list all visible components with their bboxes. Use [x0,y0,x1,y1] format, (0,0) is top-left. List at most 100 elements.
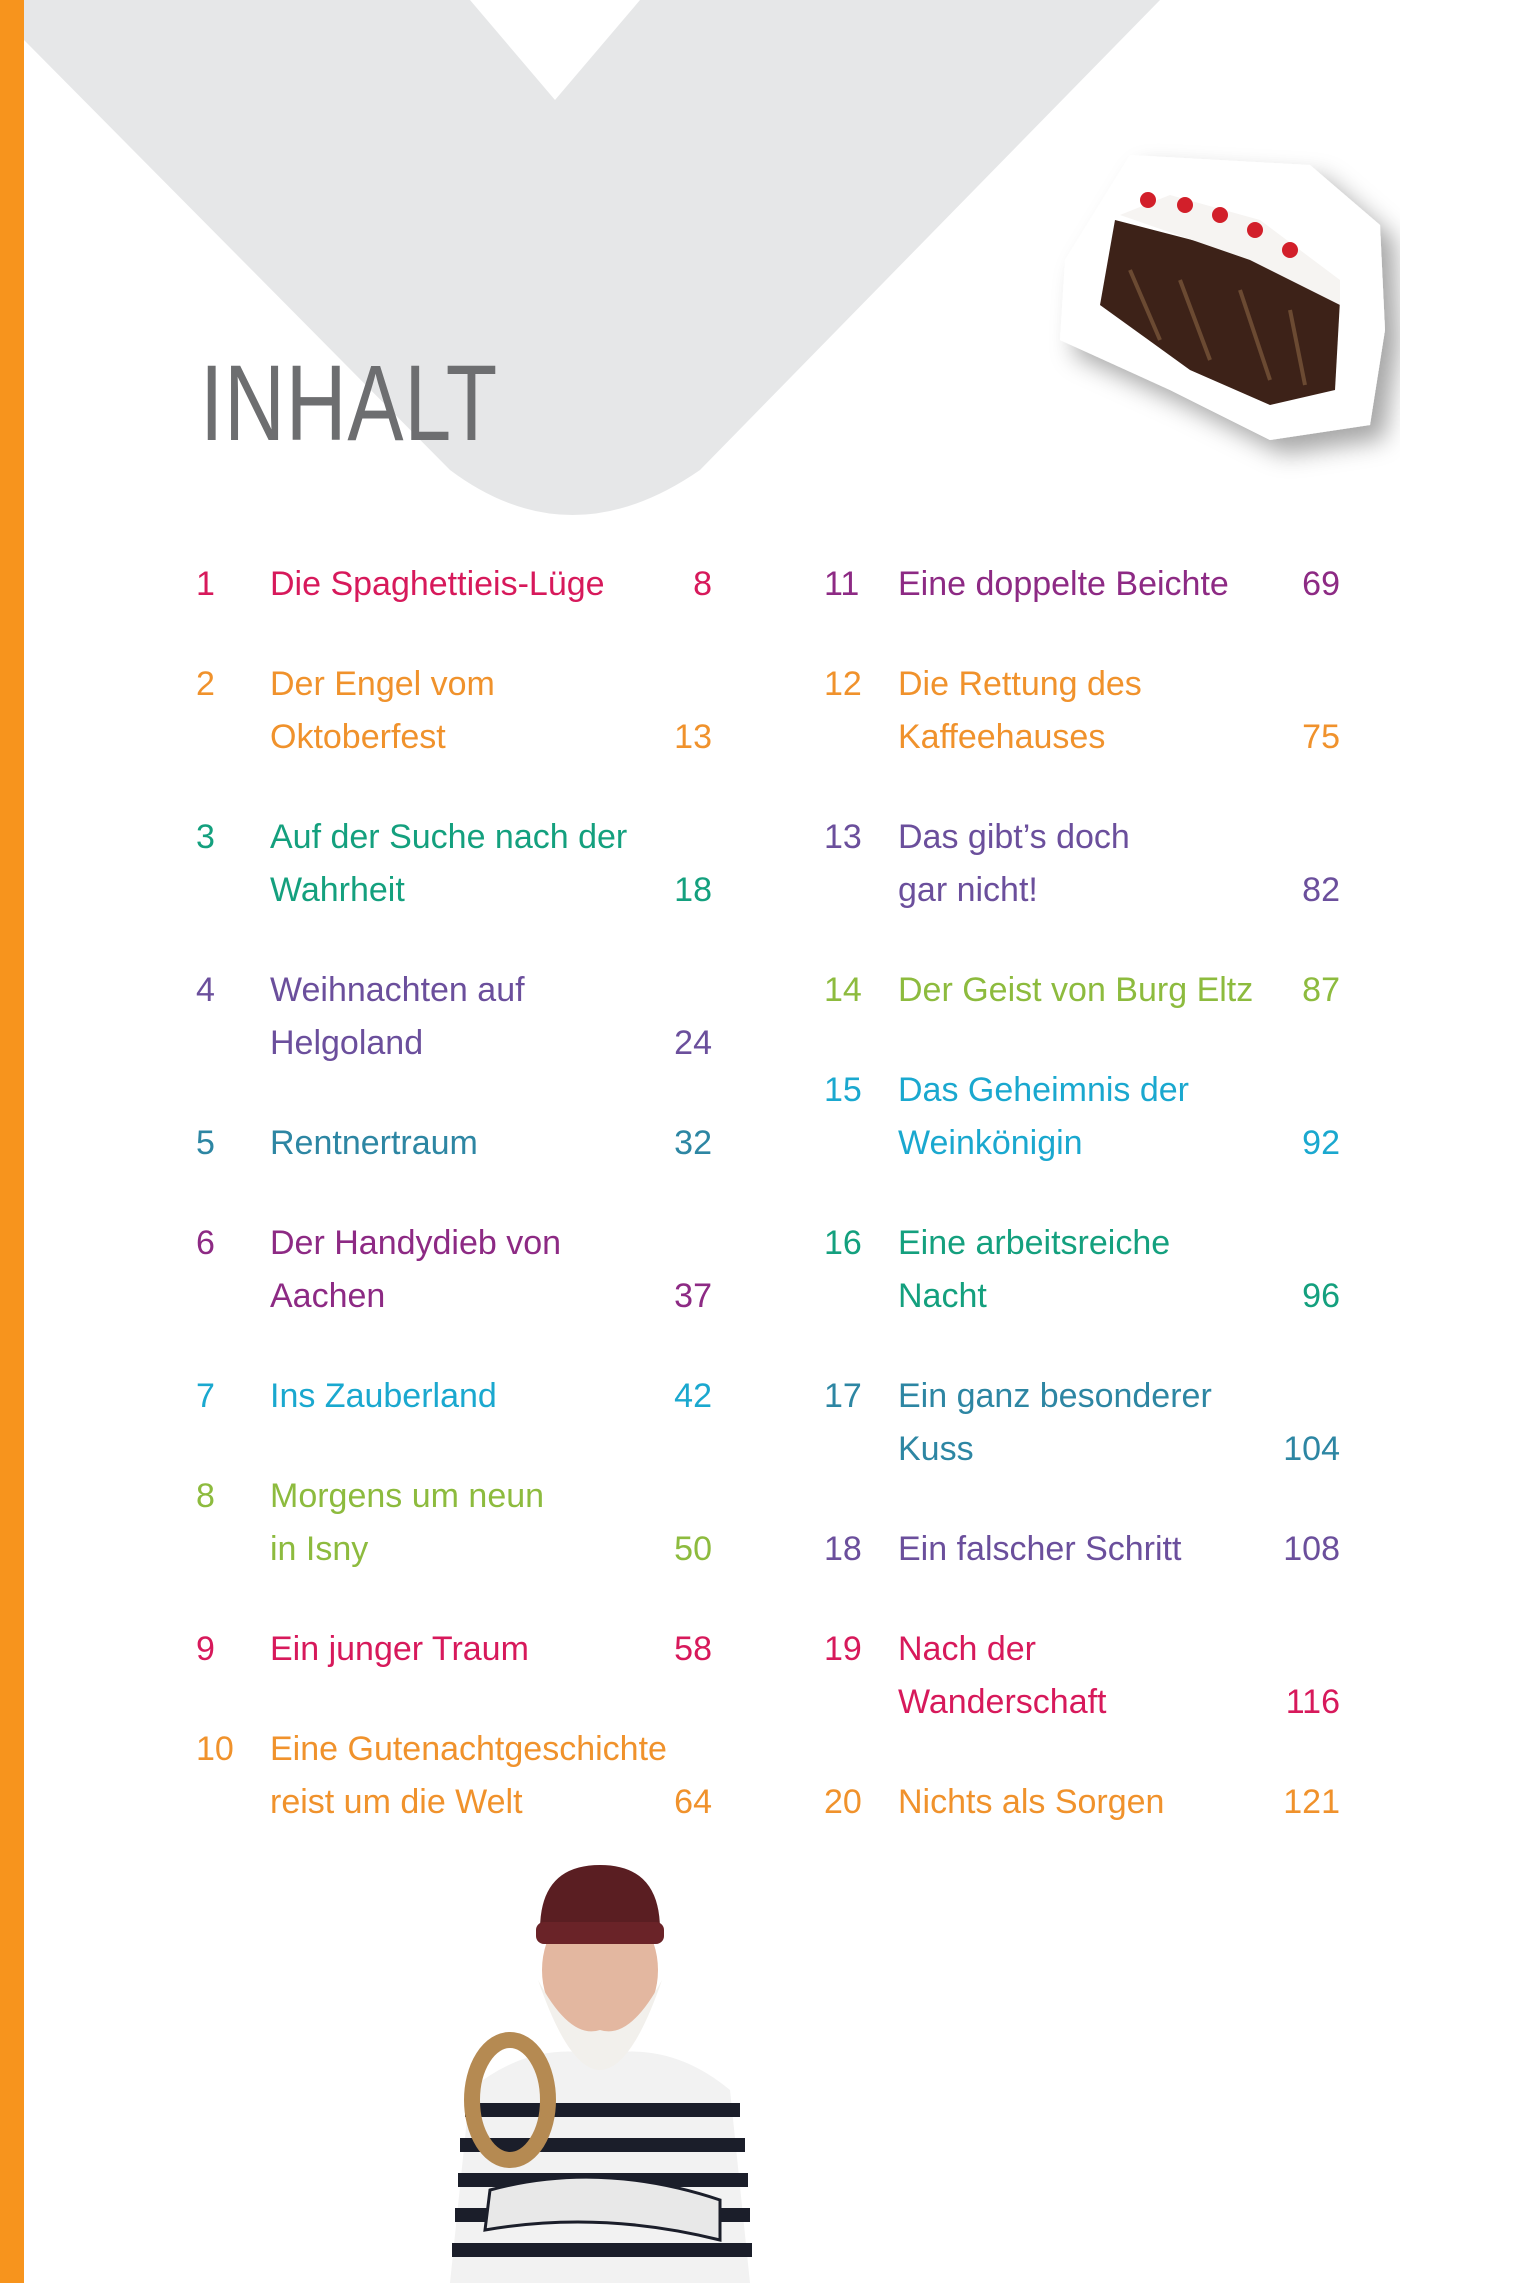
chapter-title: Der Geist von Burg Eltz [898,964,1340,1017]
toc-entry[interactable]: 12 Die Rettung des Kaffeehauses 75 [824,658,1340,764]
chapter-title: Nichts als Sorgen [898,1776,1340,1829]
chapter-title-line: gar nicht! [898,871,1038,909]
page-title: INHALT [200,342,499,464]
chapter-number: 9 [196,1630,215,1668]
chapter-title: Auf der Suche nach der Wahrheit [270,811,712,917]
chapter-title-line: Der Engel vom [270,665,495,703]
chapter-title-line: Ein junger Traum [270,1630,529,1668]
chapter-title: Rentnertraum [270,1117,712,1170]
chapter-title: Ins Zauberland [270,1370,712,1423]
chapter-number: 14 [824,971,862,1009]
chapter-title-line: Kaffeehauses [898,718,1106,756]
chapter-title-line: Morgens um neun [270,1477,545,1515]
page-number: 18 [674,871,712,909]
toc-entry[interactable]: 4 Weihnachten auf Helgoland 24 [196,964,712,1070]
toc-entry[interactable]: 19 Nach der Wanderschaft 116 [824,1623,1340,1729]
chapter-number: 8 [196,1477,215,1515]
chapter-number: 13 [824,818,862,856]
chapter-title-line: Eine doppelte Beichte [898,565,1229,603]
toc-entry[interactable]: 14 Der Geist von Burg Eltz 87 [824,964,1340,1017]
chapter-number: 20 [824,1783,862,1821]
chapter-title-line: Der Handydieb von [270,1224,562,1262]
toc-entry[interactable]: 15 Das Geheimnis der Weinkönigin 92 [824,1064,1340,1170]
chapter-number: 19 [824,1630,862,1668]
page-number: 96 [1302,1277,1340,1315]
toc-right-column: 11 Eine doppelte Beichte 69 12 Die Rettung d… [824,558,1340,1876]
chapter-title-line: Eine arbeitsreiche [898,1224,1171,1262]
page-number: 37 [674,1277,712,1315]
chapter-title-line: Aachen [270,1277,386,1315]
chapter-number: 12 [824,665,862,703]
chapter-title: Eine Gutenachtgeschichte reist um die Wel… [270,1723,712,1829]
toc-entry[interactable]: 6 Der Handydieb von Aachen 37 [196,1217,712,1323]
chapter-title-line: Weihnachten auf [270,971,525,1009]
chapter-number: 2 [196,665,215,703]
page-number: 104 [1283,1430,1340,1468]
chapter-title-line: Wahrheit [270,871,405,909]
chapter-number: 15 [824,1071,862,1109]
chevron-background-shape [24,0,1160,515]
toc-entry[interactable]: 10 Eine Gutenachtgeschichte reist um die W… [196,1723,712,1829]
chapter-title-line: Nichts als Sorgen [898,1783,1165,1821]
page-number: 87 [1302,971,1340,1009]
cake-image [1060,155,1385,440]
chapter-title: Weihnachten auf Helgoland [270,964,712,1070]
chapter-number: 5 [196,1124,215,1162]
chapter-title: Nach der Wanderschaft [898,1623,1340,1729]
toc-entry[interactable]: 13 Das gibt’s doch gar nicht! 82 [824,811,1340,917]
toc-entry[interactable]: 16 Eine arbeitsreiche Nacht 96 [824,1217,1340,1323]
page-number: 58 [674,1630,712,1668]
chapter-number: 10 [196,1730,234,1768]
chapter-title: Ein ganz besonderer Kuss [898,1370,1340,1476]
chapter-number: 7 [196,1377,215,1415]
chapter-title-line: Ins Zauberland [270,1377,497,1415]
chapter-title: Ein falscher Schritt [898,1523,1340,1576]
chapter-title-line: in Isny [270,1530,369,1568]
chapter-title: Der Handydieb von Aachen [270,1217,712,1323]
page-number: 116 [1285,1683,1340,1721]
chapter-title-line: Oktoberfest [270,718,446,756]
chapter-number: 11 [824,565,860,603]
chapter-title-line: Ein ganz besonderer [898,1377,1212,1415]
toc-entry[interactable]: 17 Ein ganz besonderer Kuss 104 [824,1370,1340,1476]
chapter-title-line: Weinkönigin [898,1124,1083,1162]
page-number: 64 [674,1783,712,1821]
toc-entry[interactable]: 20 Nichts als Sorgen 121 [824,1776,1340,1829]
page-number: 69 [1302,565,1340,603]
page-number: 13 [674,718,712,756]
toc-entry[interactable]: 18 Ein falscher Schritt 108 [824,1523,1340,1576]
chapter-title: Der Engel vom Oktoberfest [270,658,712,764]
toc-left-column: 1 Die Spaghettieis-Lüge 8 2 Der Engel vom Okt… [196,558,712,1876]
chapter-title: Die Rettung des Kaffeehauses [898,658,1340,764]
toc-entry[interactable]: 1 Die Spaghettieis-Lüge 8 [196,558,712,611]
page-number: 108 [1283,1530,1340,1568]
chapter-title: Eine doppelte Beichte [898,558,1340,611]
chapter-title: Morgens um neun in Isny [270,1470,712,1576]
chapter-number: 17 [824,1377,862,1415]
chapter-title: Das gibt’s doch gar nicht! [898,811,1340,917]
chapter-number: 4 [196,971,215,1009]
chapter-title: Die Spaghettieis-Lüge [270,558,712,611]
chapter-number: 18 [824,1530,862,1568]
sailor-image [450,1865,752,2283]
page-number: 75 [1302,718,1340,756]
chapter-title-line: Helgoland [270,1024,424,1062]
chapter-title-line: Das Geheimnis der [898,1071,1190,1109]
page-number: 92 [1302,1124,1340,1162]
chapter-number: 1 [196,565,215,603]
chapter-title: Ein junger Traum [270,1623,712,1676]
page-number: 42 [674,1377,712,1415]
toc-entry[interactable]: 8 Morgens um neun in Isny 50 [196,1470,712,1576]
chapter-title-line: Auf der Suche nach der [270,818,628,856]
toc-entry[interactable]: 11 Eine doppelte Beichte 69 [824,558,1340,611]
toc-entry[interactable]: 7 Ins Zauberland 42 [196,1370,712,1423]
chapter-title: Das Geheimnis der Weinkönigin [898,1064,1340,1170]
chapter-title-line: Die Spaghettieis-Lüge [270,565,605,603]
toc-entry[interactable]: 9 Ein junger Traum 58 [196,1623,712,1676]
toc-entry[interactable]: 2 Der Engel vom Oktoberfest 13 [196,658,712,764]
chapter-title-line: Die Rettung des [898,665,1142,703]
page-number: 32 [674,1124,712,1162]
toc-entry[interactable]: 5 Rentnertraum 32 [196,1117,712,1170]
page-number: 82 [1302,871,1340,909]
toc-entry[interactable]: 3 Auf der Suche nach der Wahrheit 18 [196,811,712,917]
